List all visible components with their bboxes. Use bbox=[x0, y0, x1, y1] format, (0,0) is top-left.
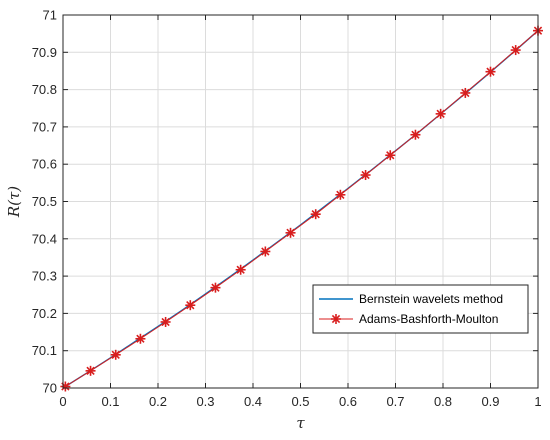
legend-asterisk bbox=[331, 314, 341, 324]
legend-marker-abm bbox=[331, 314, 341, 324]
x-tick-label: 0.8 bbox=[434, 394, 452, 409]
legend-box bbox=[312, 284, 529, 334]
x-tick-label: 0.6 bbox=[339, 394, 357, 409]
y-tick-label: 70.5 bbox=[32, 194, 57, 209]
series-line-abm bbox=[65, 30, 539, 387]
data-point-abm bbox=[285, 227, 296, 238]
x-tick-label: 1 bbox=[534, 394, 541, 409]
y-tick-label: 70.6 bbox=[32, 157, 57, 172]
data-point-abm bbox=[60, 381, 71, 392]
y-tick-label: 71 bbox=[43, 8, 57, 23]
y-tick-label: 70 bbox=[43, 381, 57, 396]
data-point-abm bbox=[110, 349, 121, 360]
data-point-abm bbox=[235, 264, 246, 275]
x-axis-label: τ bbox=[296, 414, 305, 432]
y-axis-label: R(τ) bbox=[5, 186, 23, 218]
data-point-abm bbox=[310, 209, 321, 220]
legend-label-abm: Adams-Bashforth-Moulton bbox=[359, 312, 498, 326]
y-tick-label: 70.2 bbox=[32, 306, 57, 321]
y-tick-label: 70.7 bbox=[32, 119, 57, 134]
y-tick-label: 70.1 bbox=[32, 343, 57, 358]
data-point-abm bbox=[260, 246, 271, 257]
y-tick-label: 70.9 bbox=[32, 45, 57, 60]
data-point-abm bbox=[335, 189, 346, 200]
legend-label-bernstein: Bernstein wavelets method bbox=[359, 292, 503, 306]
data-point-abm bbox=[160, 316, 171, 327]
series-group bbox=[60, 25, 543, 392]
data-point-abm bbox=[485, 66, 496, 77]
data-point-abm bbox=[510, 45, 521, 56]
data-point-abm bbox=[435, 108, 446, 119]
x-tick-label: 0.9 bbox=[481, 394, 499, 409]
data-point-abm bbox=[460, 87, 471, 98]
x-tick-label: 0.5 bbox=[291, 394, 309, 409]
y-tick-label: 70.8 bbox=[32, 82, 57, 97]
data-point-abm bbox=[135, 333, 146, 344]
x-tick-label: 0.1 bbox=[101, 394, 119, 409]
x-tick-label: 0.7 bbox=[386, 394, 404, 409]
legend: Bernstein wavelets method Adams-Bashfort… bbox=[312, 284, 529, 334]
y-tick-label: 70.4 bbox=[32, 231, 57, 246]
x-tick-label: 0 bbox=[59, 394, 66, 409]
data-point-abm bbox=[410, 129, 421, 140]
x-tick-label: 0.2 bbox=[149, 394, 167, 409]
data-point-abm bbox=[210, 282, 221, 293]
x-tick-label: 0.3 bbox=[196, 394, 214, 409]
axis-ticks: 0 0.1 0.2 0.3 0.4 0.5 0.6 0.7 0.8 0.9 1 70 70.1 70.2 7… bbox=[32, 8, 542, 410]
data-point-abm bbox=[385, 150, 396, 161]
data-point-abm bbox=[360, 170, 371, 181]
y-tick-label: 70.3 bbox=[32, 269, 57, 284]
x-tick-label: 0.4 bbox=[244, 394, 262, 409]
data-point-abm bbox=[185, 300, 196, 311]
data-point-abm bbox=[85, 365, 96, 376]
